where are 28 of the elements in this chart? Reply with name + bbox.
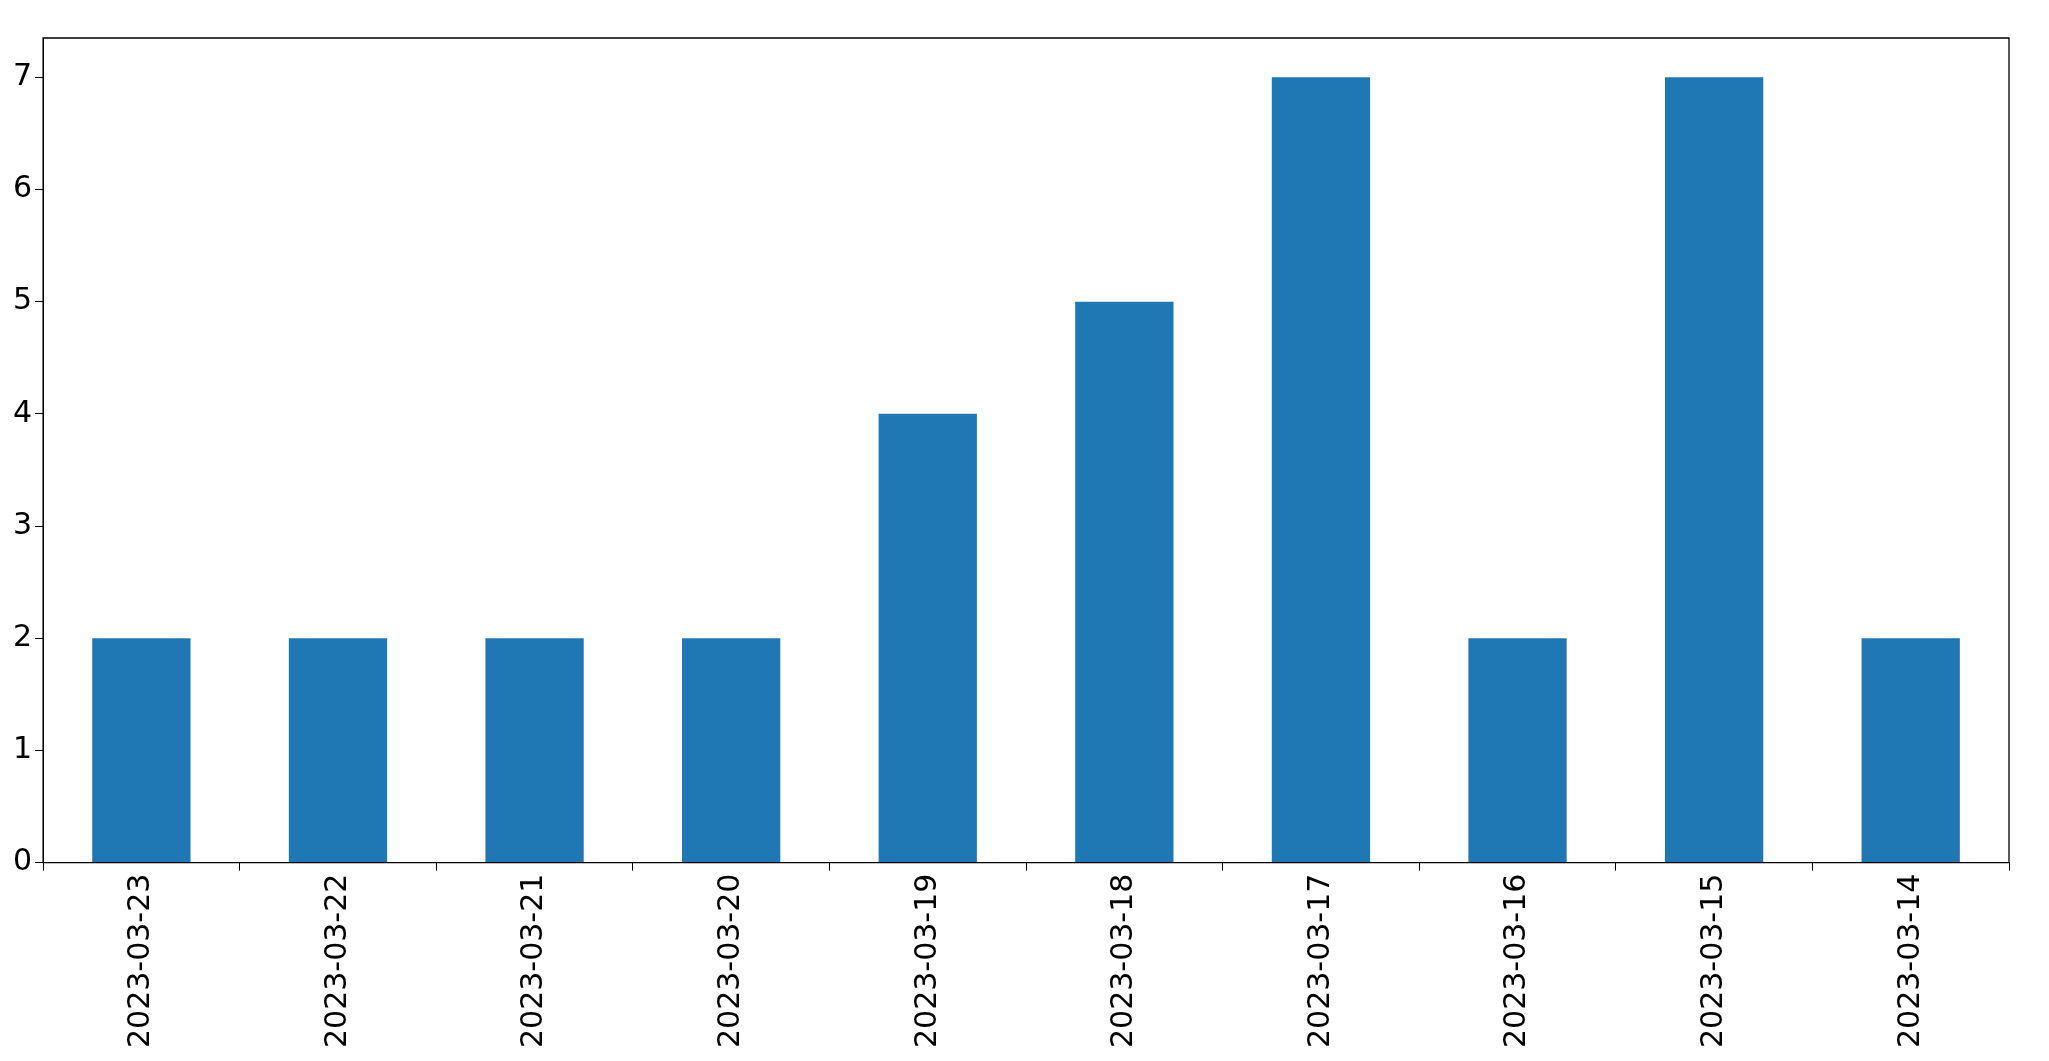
y-tick-label: 5 xyxy=(12,281,33,317)
x-tick-label: 2023-03-15 xyxy=(1693,873,1729,1049)
x-tick-label: 2023-03-20 xyxy=(710,873,746,1049)
y-tick-label: 3 xyxy=(12,505,33,541)
x-tick-label: 2023-03-22 xyxy=(317,873,353,1049)
x-tick-label: 2023-03-19 xyxy=(907,873,943,1049)
x-tick-label: 2023-03-18 xyxy=(1104,873,1140,1049)
x-tick-label: 2023-03-17 xyxy=(1300,873,1336,1049)
bar xyxy=(1468,638,1567,863)
bar xyxy=(288,638,388,863)
bar xyxy=(1271,77,1371,863)
y-tick-label: 1 xyxy=(12,730,33,766)
bar xyxy=(1075,301,1174,863)
x-tick-label: 2023-03-23 xyxy=(121,873,157,1049)
bar xyxy=(682,638,781,863)
y-tick-label: 6 xyxy=(12,169,33,205)
y-tick-label: 7 xyxy=(12,57,33,93)
y-tick-label: 0 xyxy=(12,842,33,878)
x-tick-label: 2023-03-21 xyxy=(514,873,550,1049)
bar xyxy=(1664,77,1764,863)
x-tick-label: 2023-03-16 xyxy=(1497,873,1533,1049)
bar xyxy=(92,638,191,863)
bar xyxy=(878,413,977,863)
y-tick-label: 2 xyxy=(12,618,33,654)
bar xyxy=(485,638,584,863)
bar xyxy=(1861,638,1960,863)
y-tick-label: 4 xyxy=(12,393,33,429)
x-tick-label: 2023-03-14 xyxy=(1890,873,1926,1049)
